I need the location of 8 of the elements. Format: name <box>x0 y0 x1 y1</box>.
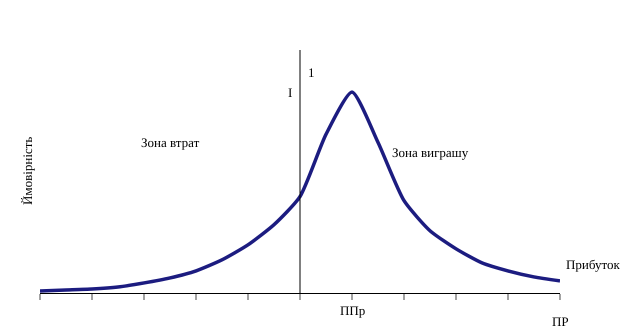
text: ППр <box>340 303 366 318</box>
annotation: I <box>288 85 292 100</box>
annotation: Зона виграшу <box>392 145 469 160</box>
x-axis-title: ПР <box>552 314 569 329</box>
annotation: Зона втрат <box>141 135 200 150</box>
text: Прибуток <box>566 257 620 272</box>
text: 1 <box>308 65 314 80</box>
y-axis-title: Ймовірність <box>20 136 35 205</box>
